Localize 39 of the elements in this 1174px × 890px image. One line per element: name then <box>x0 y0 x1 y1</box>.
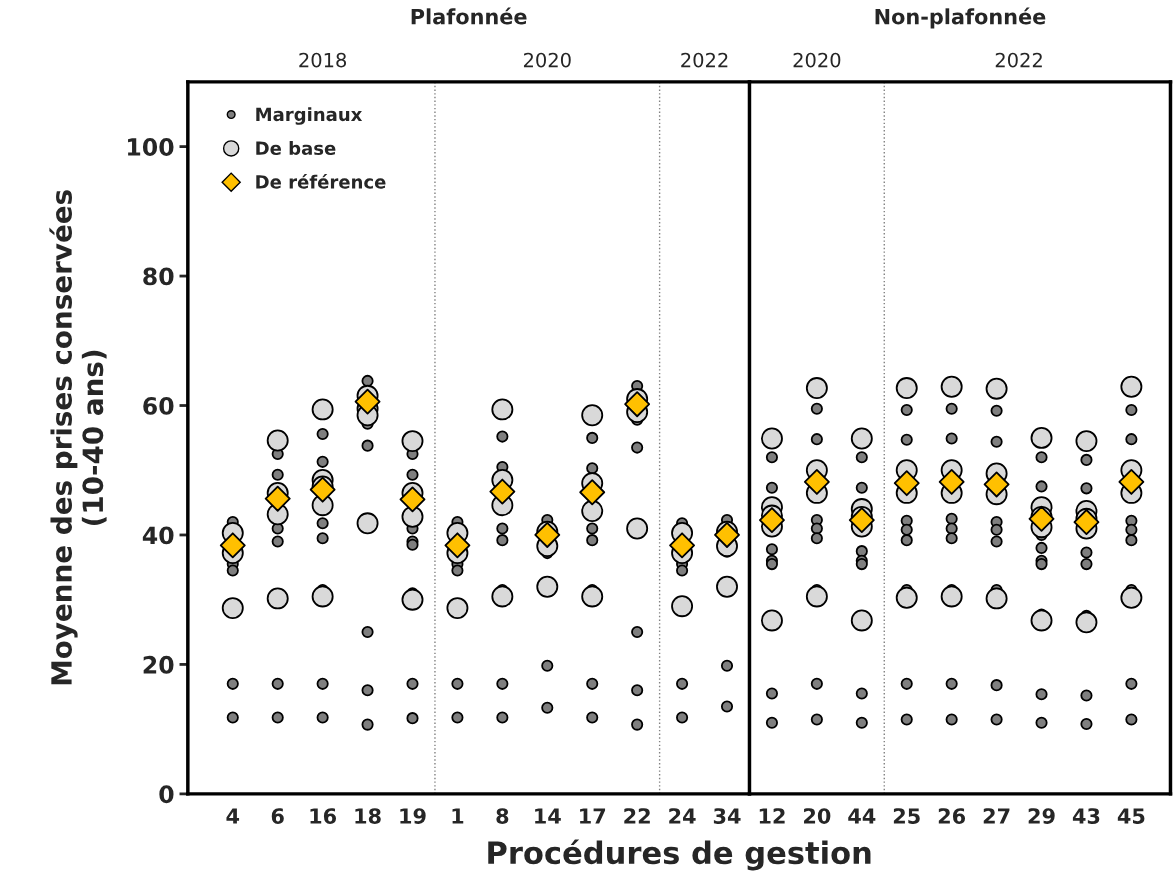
legend-label: De base <box>256 141 336 155</box>
x-tick-label: 34 <box>713 808 741 824</box>
x-tick-label: 45 <box>1117 808 1145 824</box>
chart-title: Plafonnée <box>411 7 527 25</box>
x-tick-label: 26 <box>938 808 966 824</box>
x-tick-label: 18 <box>355 808 381 824</box>
x-axis-title: Procédures de gestion <box>488 839 871 871</box>
y-tick-label: 40 <box>142 526 174 545</box>
text: 2018 <box>299 52 347 68</box>
text: 2022 <box>995 52 1042 68</box>
y-axis-title: Moyenne des prises conservées (10-40 ans) <box>49 190 107 685</box>
legend-label: De référence <box>256 174 386 189</box>
text: 2022 <box>681 52 728 68</box>
x-tick-label: 19 <box>400 808 426 824</box>
x-tick-label: 1 <box>452 808 464 824</box>
y-tick-label: 80 <box>143 267 174 286</box>
legend-label: Marginaux <box>256 107 363 125</box>
y-tick-label: 100 <box>128 138 174 156</box>
x-tick-label: 6 <box>271 808 284 824</box>
y-tick-label: 60 <box>143 396 174 415</box>
x-tick-label: 43 <box>1072 808 1100 824</box>
chart-title: Non-plafonnée <box>875 7 1046 29</box>
x-tick-label: 24 <box>669 808 696 824</box>
x-tick-label: 12 <box>759 808 785 824</box>
x-tick-label: 16 <box>310 808 337 824</box>
y-tick-label: 0 <box>159 785 174 804</box>
x-tick-label: 17 <box>580 808 606 824</box>
x-tick-label: 27 <box>983 808 1010 824</box>
text: 2020 <box>793 52 841 68</box>
x-tick-label: 29 <box>1028 808 1055 824</box>
x-tick-label: 20 <box>804 808 831 824</box>
x-tick-label: 8 <box>496 808 509 824</box>
x-tick-label: 44 <box>848 808 876 824</box>
x-tick-label: 22 <box>624 808 650 824</box>
x-tick-label: 14 <box>535 808 561 824</box>
x-tick-label: 25 <box>893 808 920 824</box>
x-tick-label: 4 <box>226 808 240 824</box>
text: 2020 <box>523 52 571 68</box>
y-tick-label: 20 <box>143 655 174 674</box>
